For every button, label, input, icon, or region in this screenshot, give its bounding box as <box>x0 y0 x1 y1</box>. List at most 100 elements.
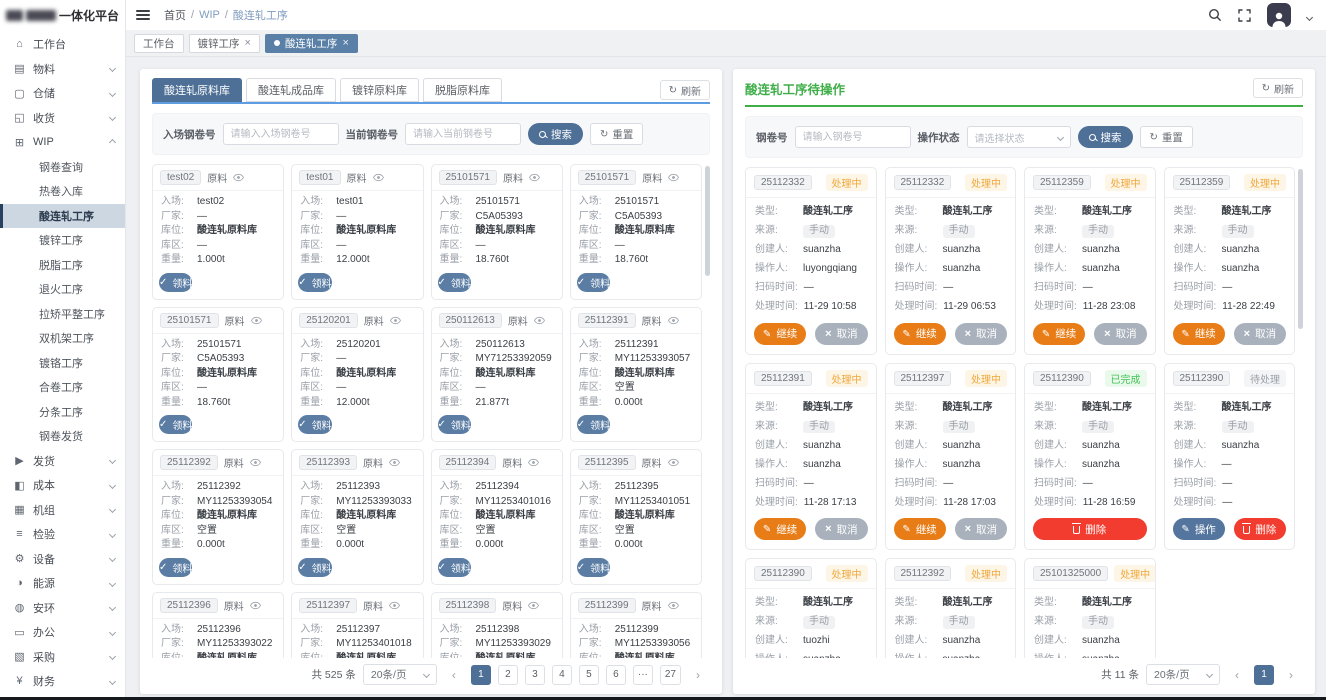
page-number-button[interactable]: 5 <box>578 664 599 685</box>
store-tab[interactable]: 酸连轧成品库 <box>246 78 336 102</box>
pick-material-button[interactable]: 领料 <box>298 557 332 577</box>
pick-material-button[interactable]: 领料 <box>298 272 332 292</box>
chevron-down-icon[interactable] <box>1305 13 1314 21</box>
eye-icon[interactable] <box>249 601 261 610</box>
sidebar-item[interactable]: 双机架工序 <box>0 326 125 351</box>
eye-icon[interactable] <box>528 601 540 610</box>
eye-icon[interactable] <box>667 458 679 467</box>
eye-icon[interactable] <box>529 173 540 182</box>
sidebar-item[interactable]: 脱脂工序 <box>0 253 125 278</box>
store-tab[interactable]: 脱脂原料库 <box>423 78 502 102</box>
scrollbar[interactable] <box>1298 169 1303 656</box>
page-number-button[interactable]: 3 <box>524 664 545 685</box>
sidebar-item[interactable]: ▤ 物料 <box>0 57 125 82</box>
sidebar-item[interactable]: ≡ 检验 <box>0 522 125 547</box>
eye-icon[interactable] <box>249 458 261 467</box>
fullscreen-icon[interactable] <box>1238 8 1251 22</box>
pick-material-button[interactable]: 领料 <box>437 557 471 577</box>
page-number-button[interactable]: 1 <box>470 664 491 685</box>
eye-icon[interactable] <box>250 316 262 325</box>
entry-coil-input[interactable] <box>222 123 339 145</box>
eye-icon[interactable] <box>389 458 400 467</box>
sidebar-item[interactable]: 退火工序 <box>0 277 125 302</box>
page-size-select[interactable]: 20条/页 <box>362 664 437 685</box>
sidebar-item[interactable]: ⊞ WIP <box>0 130 125 155</box>
user-avatar[interactable] <box>1267 3 1291 27</box>
next-page-button[interactable]: › <box>1289 667 1293 682</box>
sidebar-item[interactable]: 热卷入库 <box>0 179 125 204</box>
page-number-button[interactable]: 27 <box>659 664 681 685</box>
eye-icon[interactable] <box>667 601 679 610</box>
collapse-menu-icon[interactable] <box>136 10 150 20</box>
page-tab[interactable]: 工作台 <box>134 33 184 53</box>
next-page-button[interactable]: › <box>696 667 700 682</box>
page-number-button[interactable]: 2 <box>497 664 518 685</box>
page-number-button[interactable]: 4 <box>551 664 572 685</box>
page-number-button[interactable]: 6 <box>605 664 626 685</box>
store-tab[interactable]: 镀锌原料库 <box>340 78 419 102</box>
eye-icon[interactable] <box>667 316 679 325</box>
sidebar-item[interactable]: 分条工序 <box>0 400 125 425</box>
sidebar-item[interactable]: ◍ 安环 <box>0 596 125 621</box>
card-action-button[interactable]: 继续 <box>1033 322 1086 345</box>
pick-material-button[interactable]: 领料 <box>437 272 471 292</box>
search-button[interactable]: 搜索 <box>528 123 583 145</box>
card-action-button[interactable]: 继续 <box>754 518 807 540</box>
sidebar-item[interactable]: 拉矫平整工序 <box>0 302 125 327</box>
scrollbar[interactable] <box>705 166 710 656</box>
card-action-button[interactable]: 继续 <box>893 518 946 540</box>
store-tab[interactable]: 酸连轧原料库 <box>152 78 242 102</box>
page-tab[interactable]: 镀锌工序 × <box>188 33 260 53</box>
sidebar-item[interactable]: ¥ 财务 <box>0 669 125 694</box>
sidebar-item[interactable]: ▶ 发货 <box>0 449 125 474</box>
search-icon[interactable] <box>1208 8 1222 22</box>
sidebar-item[interactable]: ◑ 能源 <box>0 571 125 596</box>
pick-material-button[interactable]: 领料 <box>298 415 332 434</box>
sidebar-item[interactable]: ◱ 收货 <box>0 106 125 131</box>
eye-icon[interactable] <box>389 601 400 610</box>
eye-icon[interactable] <box>372 173 384 182</box>
pick-material-button[interactable]: 领料 <box>576 272 611 292</box>
sidebar-item[interactable]: ▦ 机组 <box>0 498 125 523</box>
operation-status-select[interactable]: 请选择状态 <box>966 126 1071 148</box>
reset-button[interactable]: 重置 <box>1139 126 1193 148</box>
pick-material-button[interactable]: 领料 <box>437 415 471 434</box>
pick-material-button[interactable]: 领料 <box>159 415 193 434</box>
close-icon[interactable]: × <box>244 36 251 49</box>
card-action-button[interactable]: 取消 <box>1233 322 1286 345</box>
card-action-button[interactable]: 删除 <box>1233 518 1286 540</box>
pick-material-button[interactable]: 领料 <box>576 415 611 434</box>
sidebar-item[interactable]: 酸连轧工序 <box>0 203 125 228</box>
sidebar-item[interactable]: 钢卷发货 <box>0 424 125 449</box>
sidebar-item[interactable]: 镀锌工序 <box>0 228 125 253</box>
refresh-button[interactable]: 刷新 <box>659 80 710 100</box>
page-number-button[interactable]: 1 <box>1254 664 1274 685</box>
pick-material-button[interactable]: 领料 <box>159 272 193 292</box>
sidebar-item[interactable]: ◧ 成本 <box>0 473 125 498</box>
sidebar-item[interactable]: 合卷工序 <box>0 375 125 400</box>
card-action-button[interactable]: 取消 <box>815 322 868 345</box>
breadcrumb-home[interactable]: 首页 <box>164 10 186 22</box>
search-button[interactable]: 搜索 <box>1077 126 1133 148</box>
sidebar-item[interactable]: 镀铬工序 <box>0 351 125 376</box>
card-action-button[interactable]: 删除 <box>1033 518 1147 540</box>
card-action-button[interactable]: 取消 <box>954 518 1007 540</box>
sidebar-item[interactable]: ▢ 仓储 <box>0 81 125 106</box>
sidebar-item[interactable]: ⚙ 设备 <box>0 547 125 572</box>
card-action-button[interactable]: 继续 <box>1172 322 1225 345</box>
page-tab[interactable]: 酸连轧工序 × <box>264 33 358 53</box>
sidebar-item[interactable]: 钢卷查询 <box>0 155 125 180</box>
eye-icon[interactable] <box>528 458 540 467</box>
close-icon[interactable]: × <box>342 36 349 49</box>
card-action-button[interactable]: 取消 <box>1094 322 1147 345</box>
reset-button[interactable]: 重置 <box>590 123 644 145</box>
coil-number-input[interactable] <box>794 126 911 148</box>
eye-icon[interactable] <box>389 316 401 325</box>
refresh-button[interactable]: 刷新 <box>1252 78 1303 98</box>
page-size-select[interactable]: 20条/页 <box>1146 664 1220 685</box>
eye-icon[interactable] <box>233 173 245 182</box>
prev-page-button[interactable]: ‹ <box>1235 667 1239 682</box>
current-coil-input[interactable] <box>405 123 521 145</box>
card-action-button[interactable]: 操作 <box>1172 518 1225 540</box>
prev-page-button[interactable]: ‹ <box>451 667 456 682</box>
